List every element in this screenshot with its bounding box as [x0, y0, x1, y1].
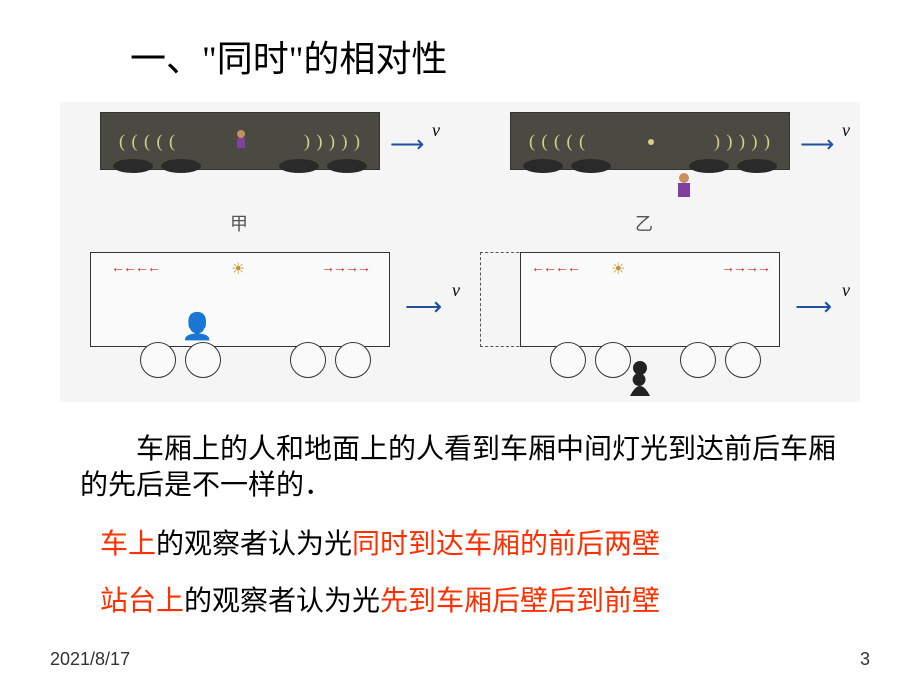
wave-right: ) ) ) ) ): [714, 131, 771, 152]
wheel-icon: [725, 342, 761, 378]
caption-jia: 甲: [230, 210, 248, 236]
arrows-left-icon: ←←←←: [111, 261, 159, 277]
top-car-right: ( ( ( ( ( ) ) ) ) ): [510, 112, 790, 170]
bottom-car-left: ☀ ←←←← →→→→ 👤: [90, 252, 390, 347]
wheel-icon: [689, 159, 729, 173]
velocity-arrow-icon: ⟶: [795, 292, 832, 322]
sun-icon: ☀: [611, 259, 625, 279]
footer-page-number: 3: [860, 649, 870, 670]
wheel-icon: [571, 159, 611, 173]
velocity-arrow-icon: ⟶: [800, 130, 834, 159]
wheel-icon: [140, 342, 176, 378]
wheel-icon: [327, 159, 367, 173]
wheel-icon: [550, 342, 586, 378]
arrows-right-icon: →→→→: [721, 261, 769, 277]
hl-car: 车上: [100, 529, 156, 560]
velocity-arrow-icon: ⟶: [390, 130, 424, 159]
arrows-left-icon: ←←←←: [531, 261, 579, 277]
wheel-icon: [335, 342, 371, 378]
wave-left: ( ( ( ( (: [119, 131, 176, 152]
velocity-label: v: [842, 280, 850, 301]
velocity-label: v: [452, 280, 460, 301]
velocity-arrow-icon: ⟶: [405, 292, 442, 322]
observer-inside-icon: 👤: [181, 312, 213, 342]
bottom-car-right: ☀ ←←←← →→→→: [520, 252, 780, 347]
observer-on-car-icon: [231, 129, 251, 151]
text-mid: 的观察者认为光: [156, 529, 352, 560]
light-source-dot: [648, 139, 654, 145]
footer-date: 2021/8/17: [50, 649, 130, 670]
caption-yi: 乙: [635, 210, 653, 236]
sun-icon: ☀: [231, 259, 245, 279]
section-title: 一、"同时"的相对性: [0, 0, 920, 102]
velocity-label: v: [842, 120, 850, 141]
wave-right: ) ) ) ) ): [304, 131, 361, 152]
paragraph-main: 车厢上的人和地面上的人看到车厢中间灯光到达前后车厢的先后是不一样的．: [0, 432, 920, 505]
wheel-icon: [523, 159, 563, 173]
top-car-left: ( ( ( ( ( ) ) ) ) ): [100, 112, 380, 170]
wheel-icon: [279, 159, 319, 173]
wheel-icon: [737, 159, 777, 173]
diagram-container: ( ( ( ( ( ) ) ) ) ) ⟶ v ( ( ( ( ( ) ) ) …: [60, 102, 860, 402]
line-observer-on-platform: 站台上的观察者认为光先到车厢后壁后到前壁: [0, 582, 920, 621]
wave-left: ( ( ( ( (: [529, 131, 586, 152]
wheel-icon: [680, 342, 716, 378]
footer: 2021/8/17 3: [50, 649, 870, 670]
hl-sequence: 先到车厢后壁后到前壁: [380, 586, 660, 617]
wheel-icon: [290, 342, 326, 378]
wheel-icon: [185, 342, 221, 378]
hl-platform: 站台上: [100, 586, 184, 617]
line-observer-on-car: 车上的观察者认为光同时到达车厢的前后两壁: [0, 525, 920, 564]
text-mid: 的观察者认为光: [184, 586, 380, 617]
hl-simultaneous: 同时到达车厢的前后两壁: [352, 529, 660, 560]
observer-ground-figure-icon: [625, 360, 655, 396]
wheel-icon: [113, 159, 153, 173]
observer-ground-icon: [670, 172, 698, 202]
arrows-right-icon: →→→→: [321, 261, 369, 277]
wheel-icon: [161, 159, 201, 173]
velocity-label: v: [432, 120, 440, 141]
